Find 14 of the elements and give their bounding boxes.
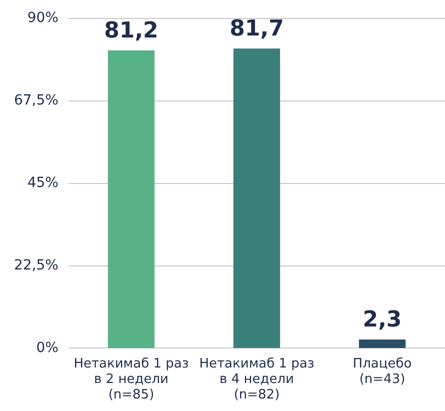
bar: [108, 50, 155, 348]
y-tick-label: 90%: [27, 10, 58, 26]
y-tick-label: 67,5%: [14, 92, 58, 108]
data-label: 81,7: [230, 16, 284, 42]
x-tick-label: Плацебо (n=43): [352, 356, 412, 387]
y-tick-label: 45%: [27, 174, 58, 191]
y-tick-label: 0%: [36, 340, 58, 356]
x-tick-label: Нетакимаб 1 раз в 4 недели (n=82): [199, 356, 314, 403]
y-tick-label: 22,5%: [14, 257, 58, 274]
data-label: 81,2: [104, 18, 158, 44]
data-label: 2,3: [362, 307, 402, 332]
bar: [358, 339, 406, 348]
bar: [233, 48, 280, 348]
x-tick-label: Нетакимаб 1 раз в 2 недели (n=85): [74, 356, 189, 403]
